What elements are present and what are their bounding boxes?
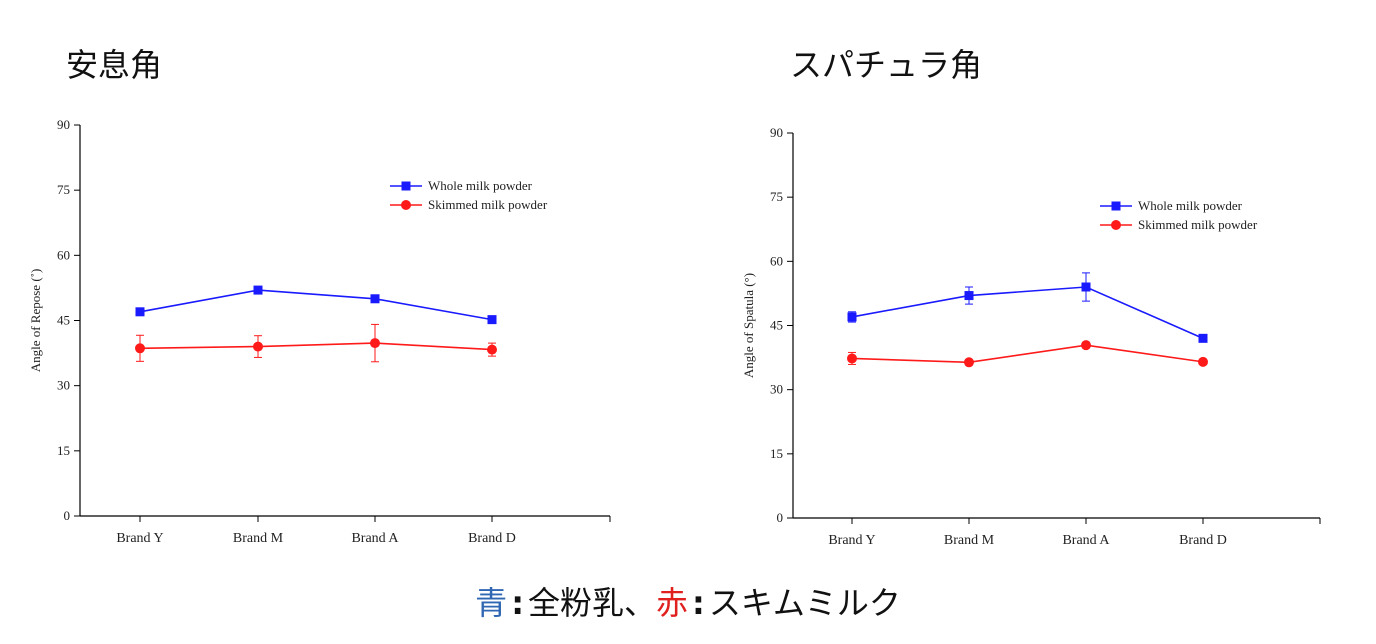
y-tick-label: 60 [770,253,783,268]
y-tick-label: 30 [57,378,70,393]
legend-label: Skimmed milk powder [428,197,548,212]
data-point [1081,340,1091,351]
y-tick-label: 60 [57,247,70,262]
data-point [135,343,145,354]
series-line [139,342,493,351]
y-tick-label: 75 [770,189,783,204]
y-tick-label: 15 [770,446,783,461]
data-point [1081,282,1091,292]
data-point [487,344,497,355]
data-point [847,353,857,364]
x-tick-label: Brand M [233,531,284,546]
caption-blue-meaning: 全粉乳、 [527,584,656,622]
caption-colon: : [692,584,705,622]
left-chart-title: 安息角 [66,46,163,84]
y-tick-label: 15 [57,443,70,458]
x-tick-label: Brand A [351,531,399,546]
x-tick-label: Brand M [944,533,995,548]
data-point [135,307,145,317]
legend-label: Skimmed milk powder [1138,217,1258,232]
right-chart-title: スパチュラ角 [790,46,983,84]
y-axis-label: Angle of Spatula (°) [741,273,756,378]
y-tick-label: 0 [777,510,784,525]
y-tick-label: 75 [57,182,70,197]
caption-colon: : [511,584,524,622]
color-legend-caption: 青: 全粉乳、赤: スキムミルク [0,578,1376,624]
legend-marker [401,181,411,191]
data-point [1198,333,1208,343]
caption-red-word: 赤 [656,584,689,622]
y-tick-label: 45 [770,318,783,333]
data-point [370,294,380,304]
x-tick-label: Brand A [1062,533,1110,548]
y-tick-label: 90 [57,117,70,132]
x-tick-label: Brand Y [116,531,163,546]
legend-marker [1111,201,1121,211]
data-point [964,357,974,368]
caption-red-meaning: スキムミルク [708,584,901,622]
y-tick-label: 90 [770,125,783,140]
x-tick-label: Brand D [468,531,516,546]
y-tick-label: 45 [57,313,70,328]
data-point [253,285,263,295]
data-point [253,341,263,352]
legend-label: Whole milk powder [428,178,533,193]
series-line [851,344,1204,364]
series-line [851,286,1204,340]
x-tick-label: Brand D [1179,533,1227,548]
legend-marker [401,200,411,210]
y-axis-label: Angle of Repose (˚) [28,269,43,373]
caption-blue-word: 青 [475,584,508,622]
series-line [139,289,493,321]
data-point [370,338,380,349]
data-point [964,291,974,301]
y-tick-label: 30 [770,382,783,397]
data-point [847,312,857,322]
legend-marker [1111,220,1121,230]
y-tick-label: 0 [64,508,71,523]
data-point [1198,356,1208,367]
legend-label: Whole milk powder [1138,198,1243,213]
x-tick-label: Brand Y [828,533,875,548]
data-point [487,315,497,325]
